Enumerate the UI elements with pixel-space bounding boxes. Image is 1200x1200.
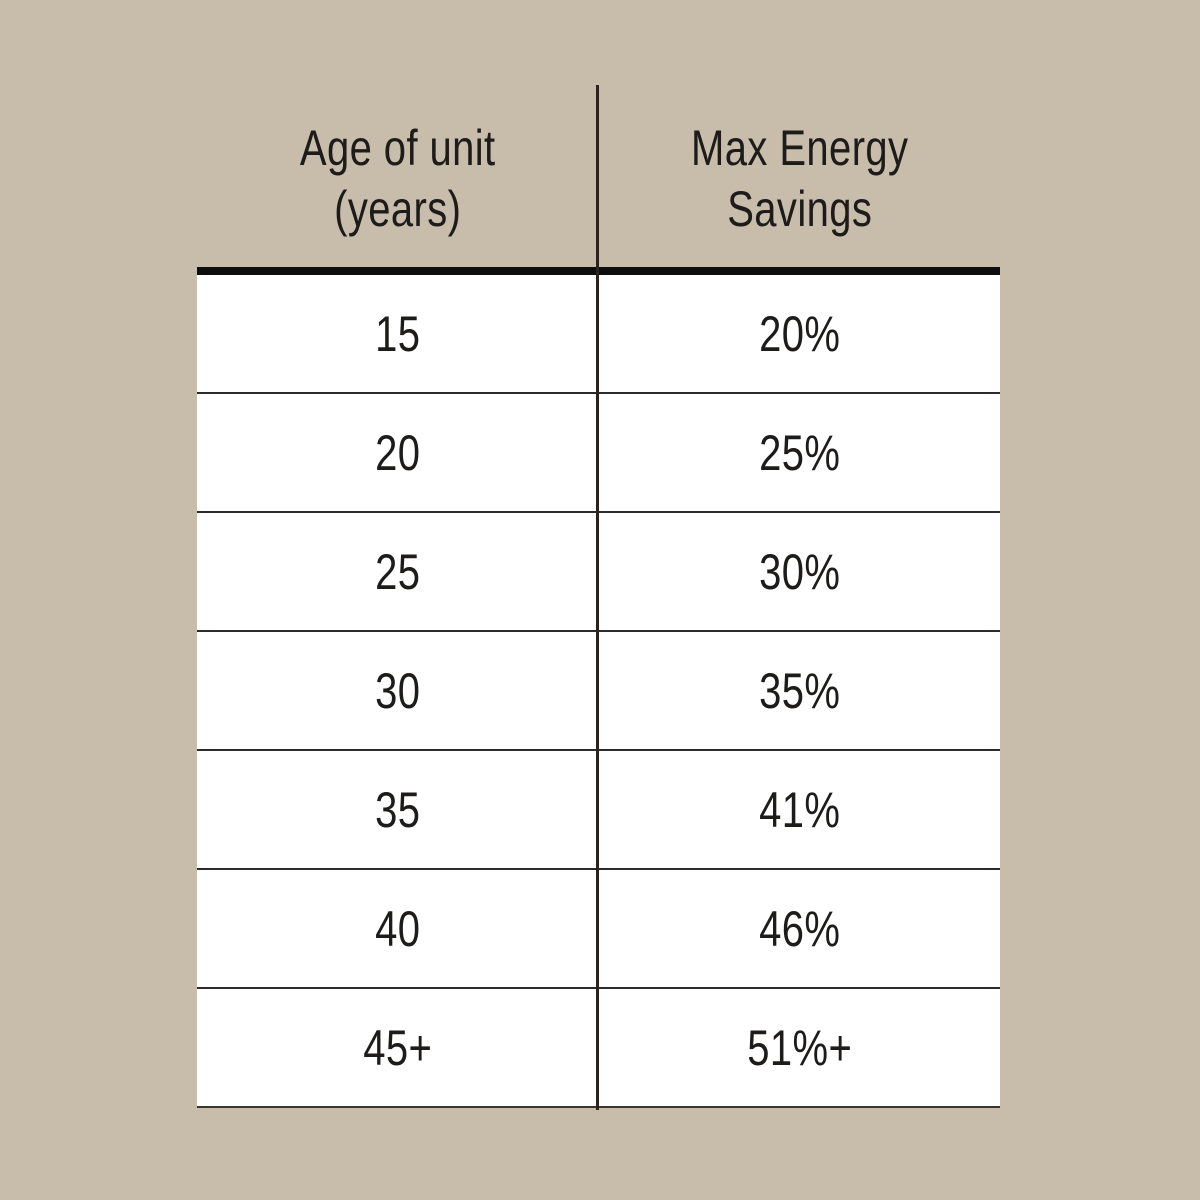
age-cell: 30 xyxy=(375,662,421,719)
column-header-age-of-unit: Age of unit (years) xyxy=(299,120,496,237)
age-cell: 45+ xyxy=(363,1019,433,1076)
savings-cell: 25% xyxy=(758,424,840,481)
column-divider-line xyxy=(596,85,599,1110)
savings-cell: 51%+ xyxy=(746,1019,852,1076)
age-cell: 20 xyxy=(375,424,421,481)
savings-cell: 46% xyxy=(758,900,840,957)
table-header: Age of unit (years) Max Energy Savings xyxy=(197,118,1000,240)
savings-cell: 20% xyxy=(758,305,840,362)
column-header-max-energy-savings: Max Energy Savings xyxy=(690,120,908,237)
age-cell: 35 xyxy=(375,781,421,838)
age-cell: 15 xyxy=(375,305,421,362)
savings-cell: 41% xyxy=(758,781,840,838)
savings-cell: 30% xyxy=(758,543,840,600)
savings-cell: 35% xyxy=(758,662,840,719)
age-cell: 40 xyxy=(375,900,421,957)
age-cell: 25 xyxy=(375,543,421,600)
